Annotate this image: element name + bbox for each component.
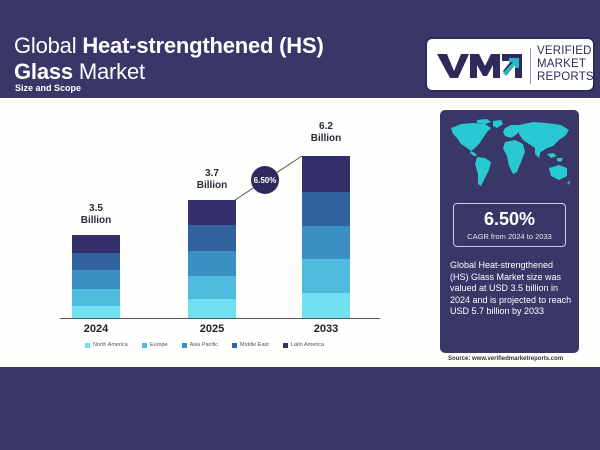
segment-middle-east <box>188 225 236 251</box>
x-axis <box>60 318 380 319</box>
bar-value-label-2033: 6.2 Billion <box>286 121 366 145</box>
segment-europe <box>72 289 120 306</box>
vmr-logo-icon <box>437 54 522 78</box>
swatch-icon <box>232 342 238 348</box>
legend-label: Europe <box>149 342 168 348</box>
swatch-icon <box>141 342 147 348</box>
world-map-icon <box>451 119 570 186</box>
title-part: Heat-strengthened (HS) <box>82 33 324 58</box>
legend-label: Asia Pacific <box>189 342 219 348</box>
swatch-icon <box>282 342 288 348</box>
logo-divider <box>530 48 531 84</box>
bar-value-label-2024: 3.5 Billion <box>56 203 136 227</box>
value: 6.2 <box>319 121 333 132</box>
cagr-box: 6.50% CAGR from 2024 to 2033 <box>453 203 566 247</box>
subtitle: Size and Scope <box>15 83 82 93</box>
segment-asia-pacific <box>72 270 120 289</box>
segment-middle-east <box>72 253 120 270</box>
logo-line: VERIFIED <box>537 45 592 57</box>
summary-panel: 6.50% CAGR from 2024 to 2033 Global Heat… <box>440 110 579 353</box>
bar-value-label-2025: 3.7 Billion <box>172 168 252 192</box>
legend-item-asia-pacific: Asia Pacific <box>181 342 219 348</box>
legend-item-latin-america: Latin America <box>282 342 325 348</box>
unit: Billion <box>310 133 342 144</box>
x-tick-2033: 2033 <box>313 323 339 335</box>
unit: Billion <box>196 180 228 191</box>
title-part: Global <box>14 33 83 58</box>
x-tick-2025: 2025 <box>199 323 225 335</box>
legend-label: North America <box>93 342 128 348</box>
segment-europe <box>302 259 350 293</box>
logo-text: VERIFIED MARKET REPORTS <box>537 45 594 84</box>
legend-item-middle-east: Middle East <box>232 342 269 348</box>
segment-north-america <box>188 299 236 318</box>
segment-middle-east <box>302 192 350 226</box>
unit: Billion <box>80 215 112 226</box>
segment-north-america <box>72 306 120 318</box>
cagr-bubble: 6.50% <box>251 166 279 194</box>
x-tick-2024: 2024 <box>83 323 109 335</box>
value: 3.5 <box>89 203 103 214</box>
legend-item-europe: Europe <box>141 342 168 348</box>
legend-label: Middle East <box>240 342 269 348</box>
bar-2033 <box>302 156 350 318</box>
bar-2024 <box>72 235 120 318</box>
segment-asia-pacific <box>302 226 350 259</box>
segment-latin-america <box>302 156 350 192</box>
swatch-icon <box>85 342 90 348</box>
cagr-value: 6.50% <box>483 209 536 229</box>
logo-line: MARKET <box>537 58 587 70</box>
legend-label: Latin America <box>290 342 325 348</box>
value: 3.7 <box>205 168 219 179</box>
vmr-logo: VERIFIED MARKET REPORTS <box>425 37 595 92</box>
header: Global Heat-strengthened (HS) Glass Mark… <box>0 0 600 98</box>
legend: North America Europe Asia Pacific Middle… <box>85 342 324 348</box>
title-part: Market <box>72 59 145 84</box>
bar-2025 <box>188 200 236 318</box>
logo-line: REPORTS <box>537 71 594 83</box>
legend-item-north-america: North America <box>85 342 128 348</box>
segment-latin-america <box>72 235 120 253</box>
title-part: Glass <box>14 59 73 84</box>
market-description: Global Heat-strengthened (HS) Glass Mark… <box>450 260 572 316</box>
segment-latin-america <box>188 200 236 225</box>
cagr-caption: CAGR from 2024 to 2033 <box>467 232 552 241</box>
segment-north-america <box>302 293 350 318</box>
swatch-icon <box>181 342 187 348</box>
segment-asia-pacific <box>188 251 236 276</box>
segment-europe <box>188 276 236 299</box>
page-title: Global Heat-strengthened (HS) Glass Mark… <box>14 33 324 85</box>
source-link[interactable]: Source: www.verifiedmarketreports.com <box>448 356 564 362</box>
